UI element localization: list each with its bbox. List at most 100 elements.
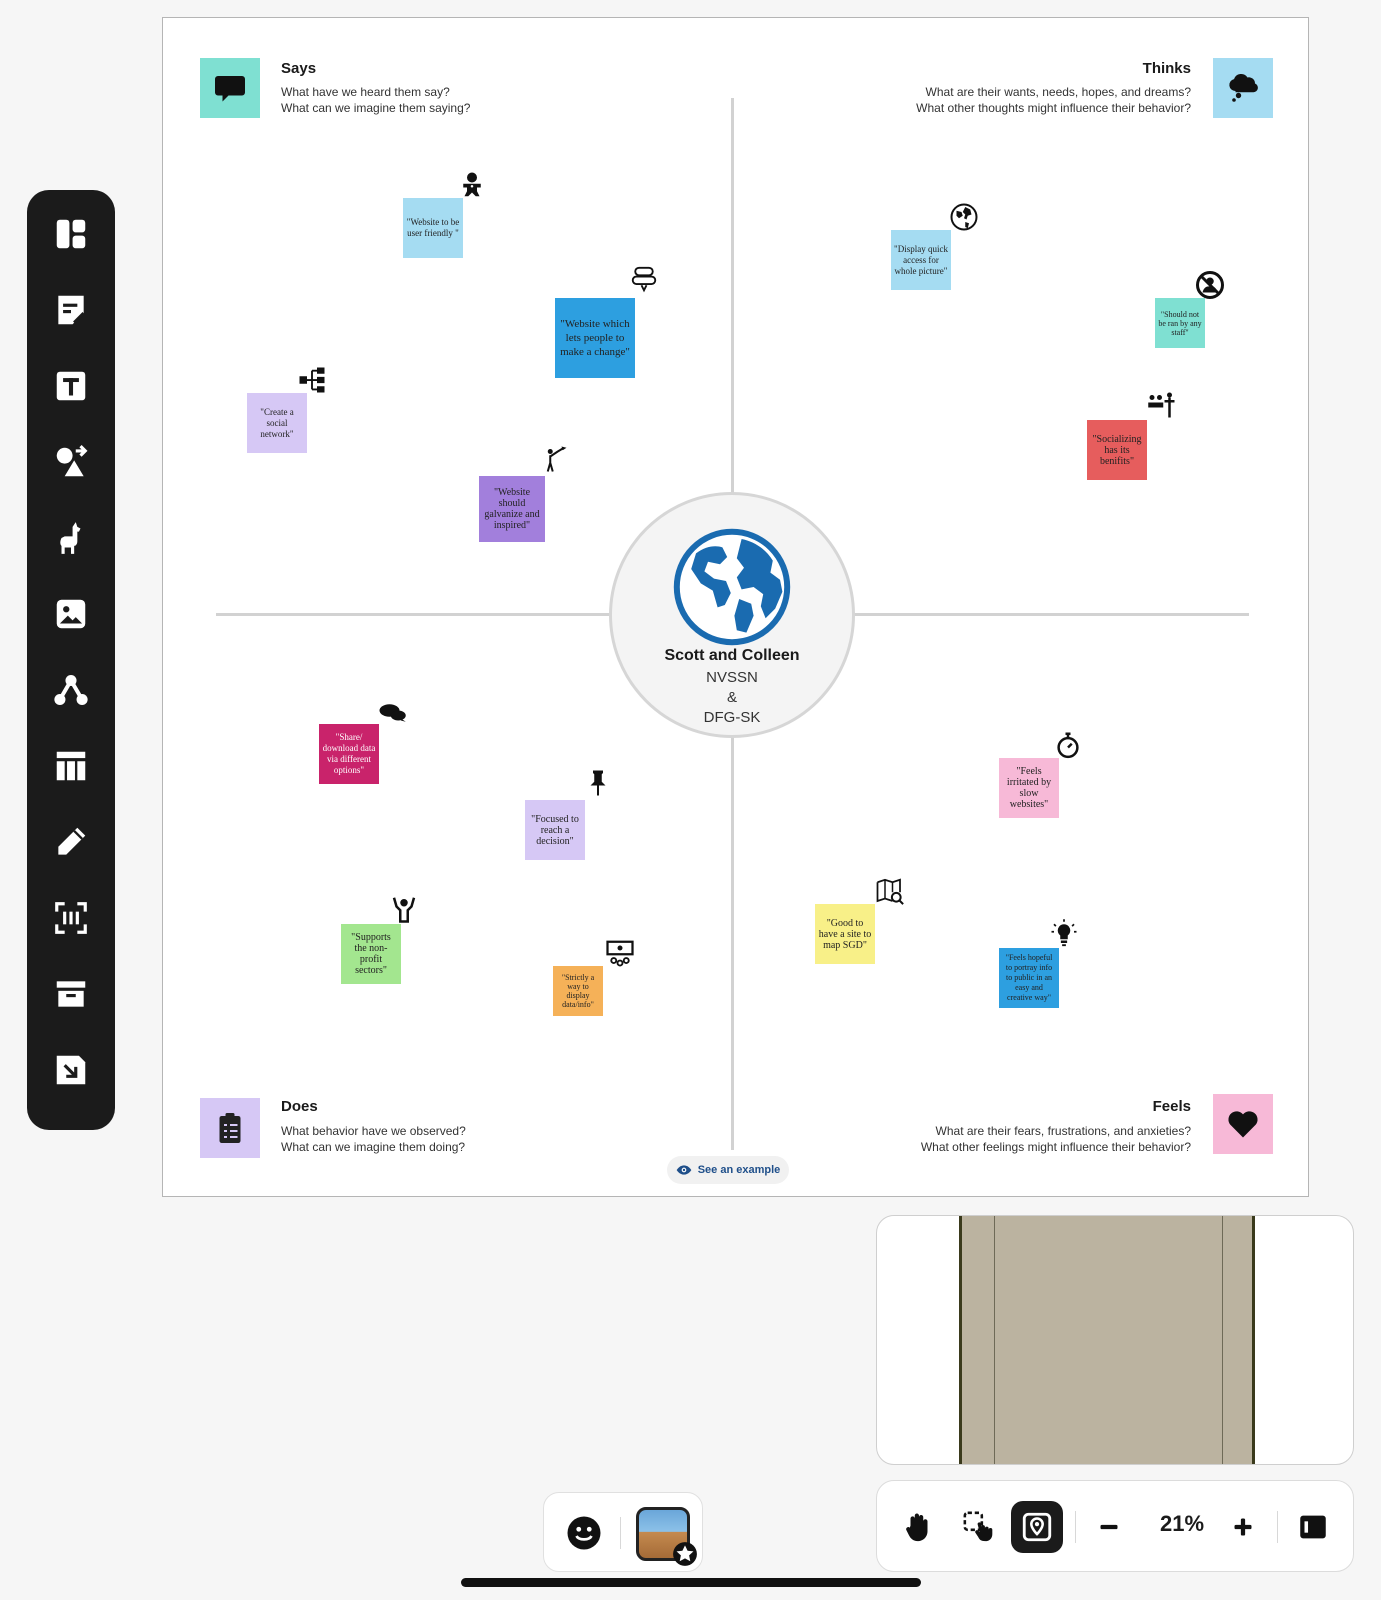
sticker[interactable]	[297, 365, 327, 395]
sticker[interactable]	[539, 444, 569, 474]
sticky-note[interactable]: "Feels hopeful to portray info to public…	[999, 948, 1059, 1008]
minimap[interactable]	[876, 1215, 1354, 1465]
does-question-2: What can we imagine them doing?	[281, 1140, 466, 1154]
home-indicator[interactable]	[461, 1578, 921, 1587]
plus-icon	[1234, 1518, 1252, 1536]
does-question-1: What behavior have we observed?	[281, 1124, 466, 1138]
sticky-note-icon	[58, 295, 85, 325]
scan-icon	[55, 902, 87, 934]
archive-tool[interactable]	[49, 972, 93, 1016]
says-title: Says	[281, 60, 317, 77]
minimap-viewport[interactable]	[959, 1216, 1255, 1464]
thought-cloud-icon	[1229, 73, 1258, 102]
shapes-icon	[56, 445, 88, 477]
minimap-line	[1222, 1216, 1223, 1464]
connector-tool[interactable]	[49, 668, 93, 712]
touch-select-button[interactable]	[953, 1501, 1005, 1553]
does-icon-tile	[200, 1098, 260, 1158]
pin-icon	[590, 770, 606, 796]
see-an-example-label: See an example	[697, 1164, 781, 1176]
pen-tool[interactable]	[49, 820, 93, 864]
says-question-1: What have we heard them say?	[281, 85, 450, 99]
image-tool[interactable]	[49, 592, 93, 636]
eye-icon	[676, 1165, 692, 1175]
sticker[interactable]	[875, 876, 905, 906]
chat-bubbles-outline-icon	[631, 266, 657, 293]
sticky-note[interactable]: "Create a social network"	[247, 393, 307, 453]
sticker[interactable]	[949, 202, 979, 232]
does-title: Does	[281, 1098, 318, 1115]
globe-icon	[950, 203, 978, 231]
feels-question-2: What other feelings might influence thei…	[920, 1140, 1191, 1154]
sticky-note[interactable]: "Website to be user friendly "	[403, 198, 463, 258]
persona-circle[interactable]: Scott and Colleen NVSSN & DFG-SK	[609, 492, 855, 738]
emoji-reaction-icon[interactable]	[566, 1515, 602, 1551]
sticky-note[interactable]: "Socializing has its benifits"	[1087, 420, 1147, 480]
text-icon	[56, 371, 86, 401]
table-tool[interactable]	[49, 744, 93, 788]
person-flag-icon	[546, 446, 567, 472]
map-view-button[interactable]	[1011, 1501, 1063, 1553]
sticky-note[interactable]: "Display quick access for whole picture"	[891, 230, 951, 290]
import-icon	[56, 1055, 86, 1085]
sticky-note[interactable]: "Website which lets people to make a cha…	[555, 298, 635, 378]
star-badge-icon	[673, 1542, 697, 1566]
minimap-line	[994, 1216, 995, 1464]
sticky-note[interactable]: "Share/ download data via different opti…	[319, 724, 379, 784]
sticker[interactable]	[1049, 918, 1079, 948]
touch-select-icon	[963, 1511, 993, 1542]
sticky-note[interactable]: "Feels irritated by slow websites"	[999, 758, 1059, 818]
heart-icon	[1228, 1111, 1258, 1138]
stopwatch-icon	[1057, 732, 1079, 759]
templates-icon	[56, 219, 86, 249]
sticker[interactable]	[583, 768, 613, 798]
zoom-controls: 21%	[876, 1480, 1354, 1572]
sticky-note[interactable]: "Focused to reach a decision"	[525, 800, 585, 860]
llama-tool[interactable]	[49, 516, 93, 560]
toggle-minimap-button[interactable]	[1287, 1501, 1339, 1553]
sticker[interactable]	[377, 698, 407, 728]
divider	[1075, 1511, 1076, 1543]
sticker[interactable]	[1195, 270, 1225, 300]
connector-icon	[54, 674, 88, 706]
divider	[1277, 1511, 1278, 1543]
sticky-note[interactable]: "Website should galvanize and inspired"	[479, 476, 545, 542]
lightbulb-icon	[1051, 919, 1077, 947]
sticker[interactable]	[1053, 730, 1083, 760]
chat-bubbles-icon	[379, 704, 406, 722]
scan-tool[interactable]	[49, 896, 93, 940]
zoom-level[interactable]: 21%	[1159, 1511, 1205, 1536]
llama-icon	[60, 522, 81, 554]
sticker[interactable]	[457, 170, 487, 200]
feels-title: Feels	[1152, 1098, 1191, 1115]
import-tool[interactable]	[49, 1048, 93, 1092]
zoom-in-button[interactable]	[1217, 1501, 1269, 1553]
sticky-note[interactable]: "Strictly a way to display data/info"	[553, 966, 603, 1016]
presentation-icon	[606, 940, 634, 967]
thinks-question-1: What are their wants, needs, hopes, and …	[925, 85, 1191, 99]
sticker[interactable]	[389, 894, 419, 924]
shapes-tool[interactable]	[49, 440, 93, 484]
pen-icon	[58, 827, 86, 855]
clipboard-icon	[219, 1113, 241, 1143]
templates-tool[interactable]	[49, 212, 93, 256]
table-icon	[56, 751, 86, 781]
sticker[interactable]	[1147, 390, 1177, 420]
sticky-note[interactable]: "Should not be ran by any staff"	[1155, 298, 1205, 348]
sticky-note[interactable]: "Good to have a site to map SGD"	[815, 904, 875, 964]
speech-bubble-icon	[215, 76, 245, 102]
sticky-note-tool[interactable]	[49, 288, 93, 332]
gingerbread-icon	[463, 172, 481, 197]
empathy-map-board[interactable]: Says What have we heard them say? What c…	[162, 17, 1309, 1197]
sticker[interactable]	[629, 264, 659, 294]
zoom-out-button[interactable]	[1083, 1501, 1135, 1553]
says-icon-tile	[200, 58, 260, 118]
sticky-note[interactable]: "Supports the non-profit sectors"	[341, 924, 401, 984]
says-question-2: What can we imagine them saying?	[281, 101, 471, 115]
sticker[interactable]	[605, 938, 635, 968]
see-an-example-button[interactable]: See an example	[667, 1156, 789, 1184]
hand-tool-button[interactable]	[893, 1501, 945, 1553]
persona-org-1: NVSSN	[706, 669, 758, 686]
thinks-title: Thinks	[1142, 60, 1191, 77]
text-tool[interactable]	[49, 364, 93, 408]
